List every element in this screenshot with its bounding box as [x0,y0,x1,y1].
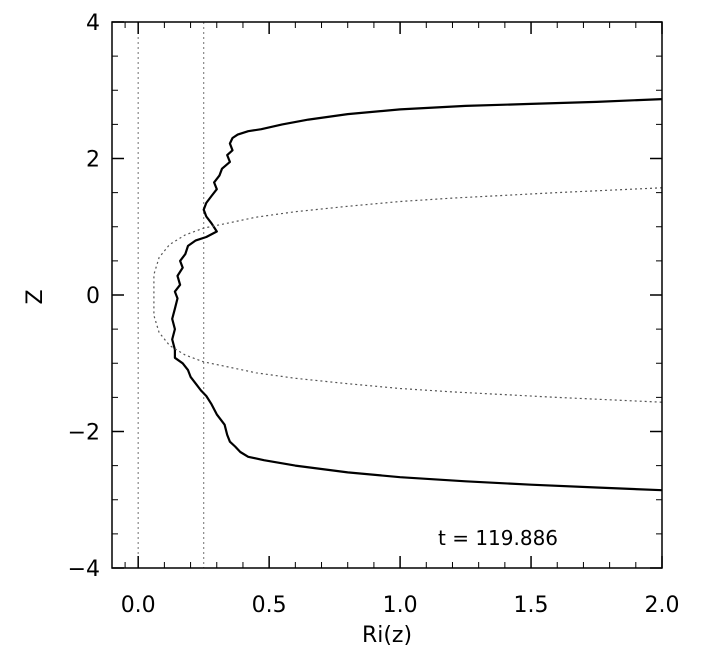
reference-lines [137,22,205,568]
y-tick-label: 0 [86,284,100,309]
y-tick-label: −2 [68,421,100,446]
x-tick-label: 2.0 [645,593,680,618]
x-tick-label: 0.0 [121,593,156,618]
time-annotation: t = 119.886 [438,526,558,550]
series-line-1 [153,187,663,403]
y-tick-label: −4 [68,557,100,582]
y-tick-label: 4 [86,11,100,36]
y-axis-title: Z [23,289,48,304]
y-ticks: −4 −2 0 2 4 [68,11,662,582]
x-ticks: 0.0 0.5 1.0 1.5 2.0 [121,22,680,618]
y-tick-label: 2 [86,148,100,173]
series-line-0 [171,98,663,492]
x-axis-title: Ri(z) [362,623,412,648]
x-tick-label: 1.0 [383,593,418,618]
x-tick-label: 1.5 [514,593,549,618]
series-group [153,98,663,492]
x-tick-label: 0.5 [252,593,287,618]
